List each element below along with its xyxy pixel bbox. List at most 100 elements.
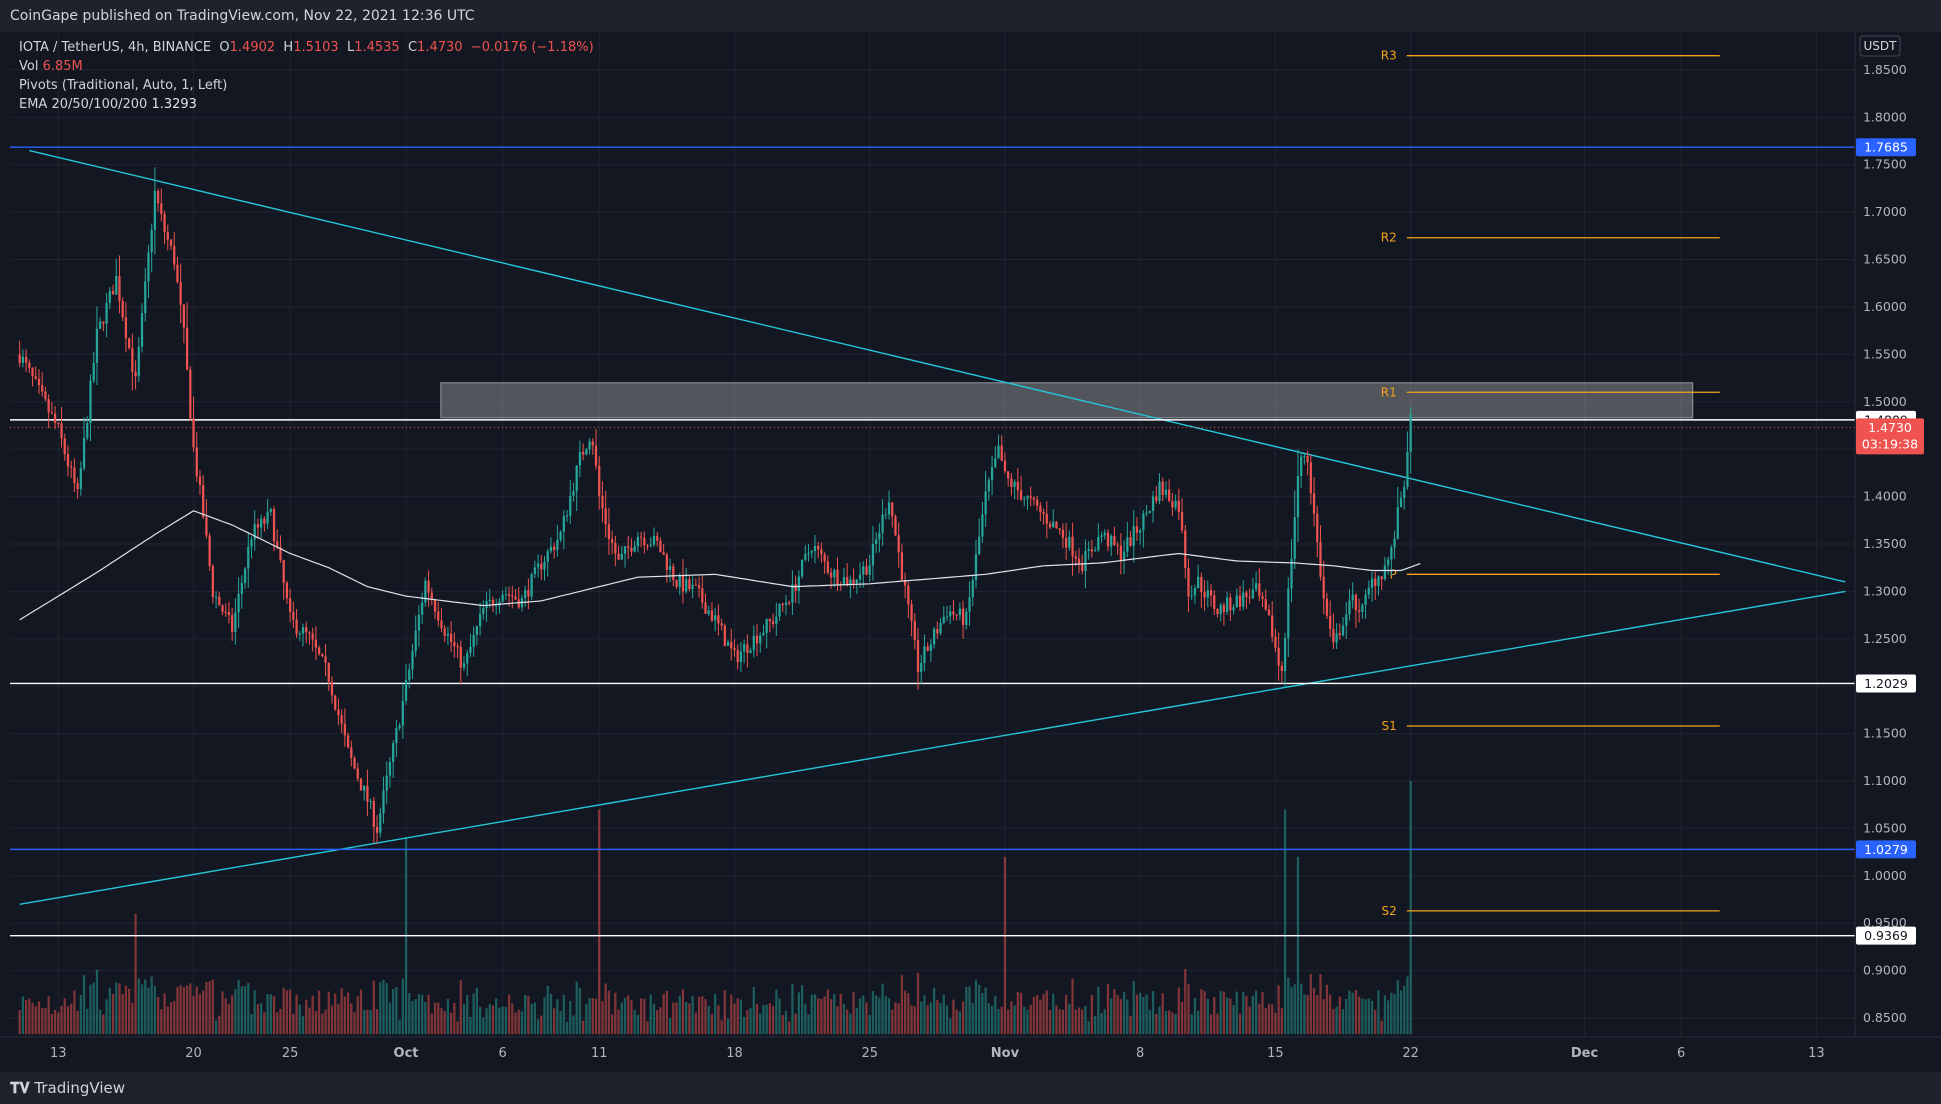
candle-body (134, 371, 137, 377)
volume-bar (984, 987, 987, 1035)
candle-body (28, 362, 31, 368)
candle-body (137, 346, 140, 377)
candle-body (1403, 486, 1406, 499)
candle-body (630, 547, 633, 552)
volume-bar (752, 987, 755, 1035)
volume-bar (1119, 999, 1122, 1035)
volume-bar (105, 999, 108, 1035)
volume-bar (643, 998, 646, 1035)
legend-symbol[interactable]: IOTA / TetherUS, 4h, BINANCE (19, 40, 212, 55)
volume-bar (330, 1005, 334, 1035)
price-tick-label: 1.3000 (1863, 583, 1907, 598)
volume-bar (865, 1002, 868, 1035)
candle-body (665, 554, 668, 571)
candle-body (169, 239, 173, 246)
candle-body (704, 602, 707, 614)
volume-bar (868, 1015, 871, 1035)
legend-pivots-row[interactable]: Pivots (Traditional, Auto, 1, Left) (19, 78, 228, 93)
candle-body (1010, 478, 1013, 487)
candle-body (1023, 498, 1026, 500)
legend-volume-row[interactable]: Vol 6.85M (19, 59, 83, 74)
candle-body (701, 588, 704, 603)
candle-body (1358, 610, 1361, 612)
candle-body (1158, 481, 1161, 502)
level-price-tag (1856, 674, 1916, 693)
volume-bar (1399, 990, 1403, 1035)
candle-body (140, 313, 144, 347)
volume-bar (208, 981, 211, 1035)
volume-bar (858, 998, 862, 1035)
candle-body (749, 650, 752, 653)
volume-bars (18, 781, 1412, 1035)
volume-bar (743, 1016, 746, 1035)
candle-body (195, 447, 198, 477)
volume-bar (179, 985, 182, 1035)
candle-body (778, 603, 781, 617)
candle-body (301, 627, 305, 634)
candle-body (559, 531, 562, 540)
candle-body (1261, 595, 1264, 600)
candle-body (1074, 556, 1077, 559)
candle-body (437, 611, 440, 621)
volume-bar (697, 996, 701, 1035)
candle-body (76, 483, 79, 490)
candle-body (1213, 595, 1216, 610)
candle-body (858, 574, 862, 580)
legend-ema-row[interactable]: EMA 20/50/100/200 1.3293 (19, 97, 197, 112)
candle-body (813, 545, 817, 552)
volume-bar (652, 1003, 656, 1035)
bar-countdown: 03:19:38 (1862, 436, 1918, 451)
volume-bar (1222, 991, 1226, 1035)
candle-body (1155, 496, 1158, 502)
volume-bar (1374, 1009, 1377, 1035)
candle-body (459, 646, 462, 668)
candle-body (1267, 609, 1271, 616)
candle-body (108, 290, 111, 303)
candle-body (514, 596, 517, 600)
ema-200-line (19, 510, 1421, 621)
volume-bar (1197, 1010, 1200, 1035)
trendline (19, 590, 1846, 905)
volume-bar (456, 1021, 459, 1035)
volume-bar (540, 1015, 543, 1035)
candle-body (21, 356, 25, 363)
candle-body (881, 514, 884, 533)
candle-body (501, 594, 504, 602)
volume-bar (298, 1004, 301, 1035)
volume-bar (485, 1008, 488, 1035)
candle-body (1209, 590, 1213, 596)
time-axis[interactable]: 13 20 25 Oct 6 11 18 25 Nov 8 15 22 Dec 6 13 (50, 1046, 1825, 1061)
volume-bar (1029, 1004, 1032, 1035)
volume-bar (317, 990, 321, 1035)
candle-body (276, 541, 279, 548)
candle-body (891, 502, 894, 517)
volume-bar (1200, 989, 1203, 1035)
volume-bar (955, 1009, 958, 1035)
candle-body (672, 566, 675, 580)
volume-bar (472, 993, 475, 1035)
volume-bar (1254, 990, 1258, 1035)
volume-bar (1351, 992, 1354, 1035)
candle-body (507, 594, 511, 596)
candle-body (842, 577, 846, 586)
volume-bar (971, 1002, 974, 1035)
candle-body (53, 413, 57, 423)
volume-bar (514, 1012, 517, 1035)
candle-body (60, 423, 63, 439)
candle-body (569, 495, 572, 516)
price-tick-label: 1.3500 (1863, 536, 1907, 551)
price-axis-bg (1855, 32, 1941, 1072)
volume-bar (852, 991, 855, 1035)
candle-body (723, 625, 726, 646)
candle-body (1180, 511, 1184, 531)
volume-bar (369, 1010, 372, 1035)
volume-bar (884, 995, 887, 1035)
volume-bar (379, 982, 382, 1035)
price-tick-label: 0.8500 (1863, 1010, 1907, 1025)
candle-body (1145, 512, 1148, 514)
volume-bar (82, 975, 86, 1035)
price-chart[interactable]: R3 R2 R1 P S1 S2 0.8500 0.9000 0.9500 1.0000 1.05… (0, 32, 1941, 1072)
volume-bar (266, 993, 269, 1035)
candle-body (1406, 451, 1409, 487)
candle-body (826, 561, 829, 573)
